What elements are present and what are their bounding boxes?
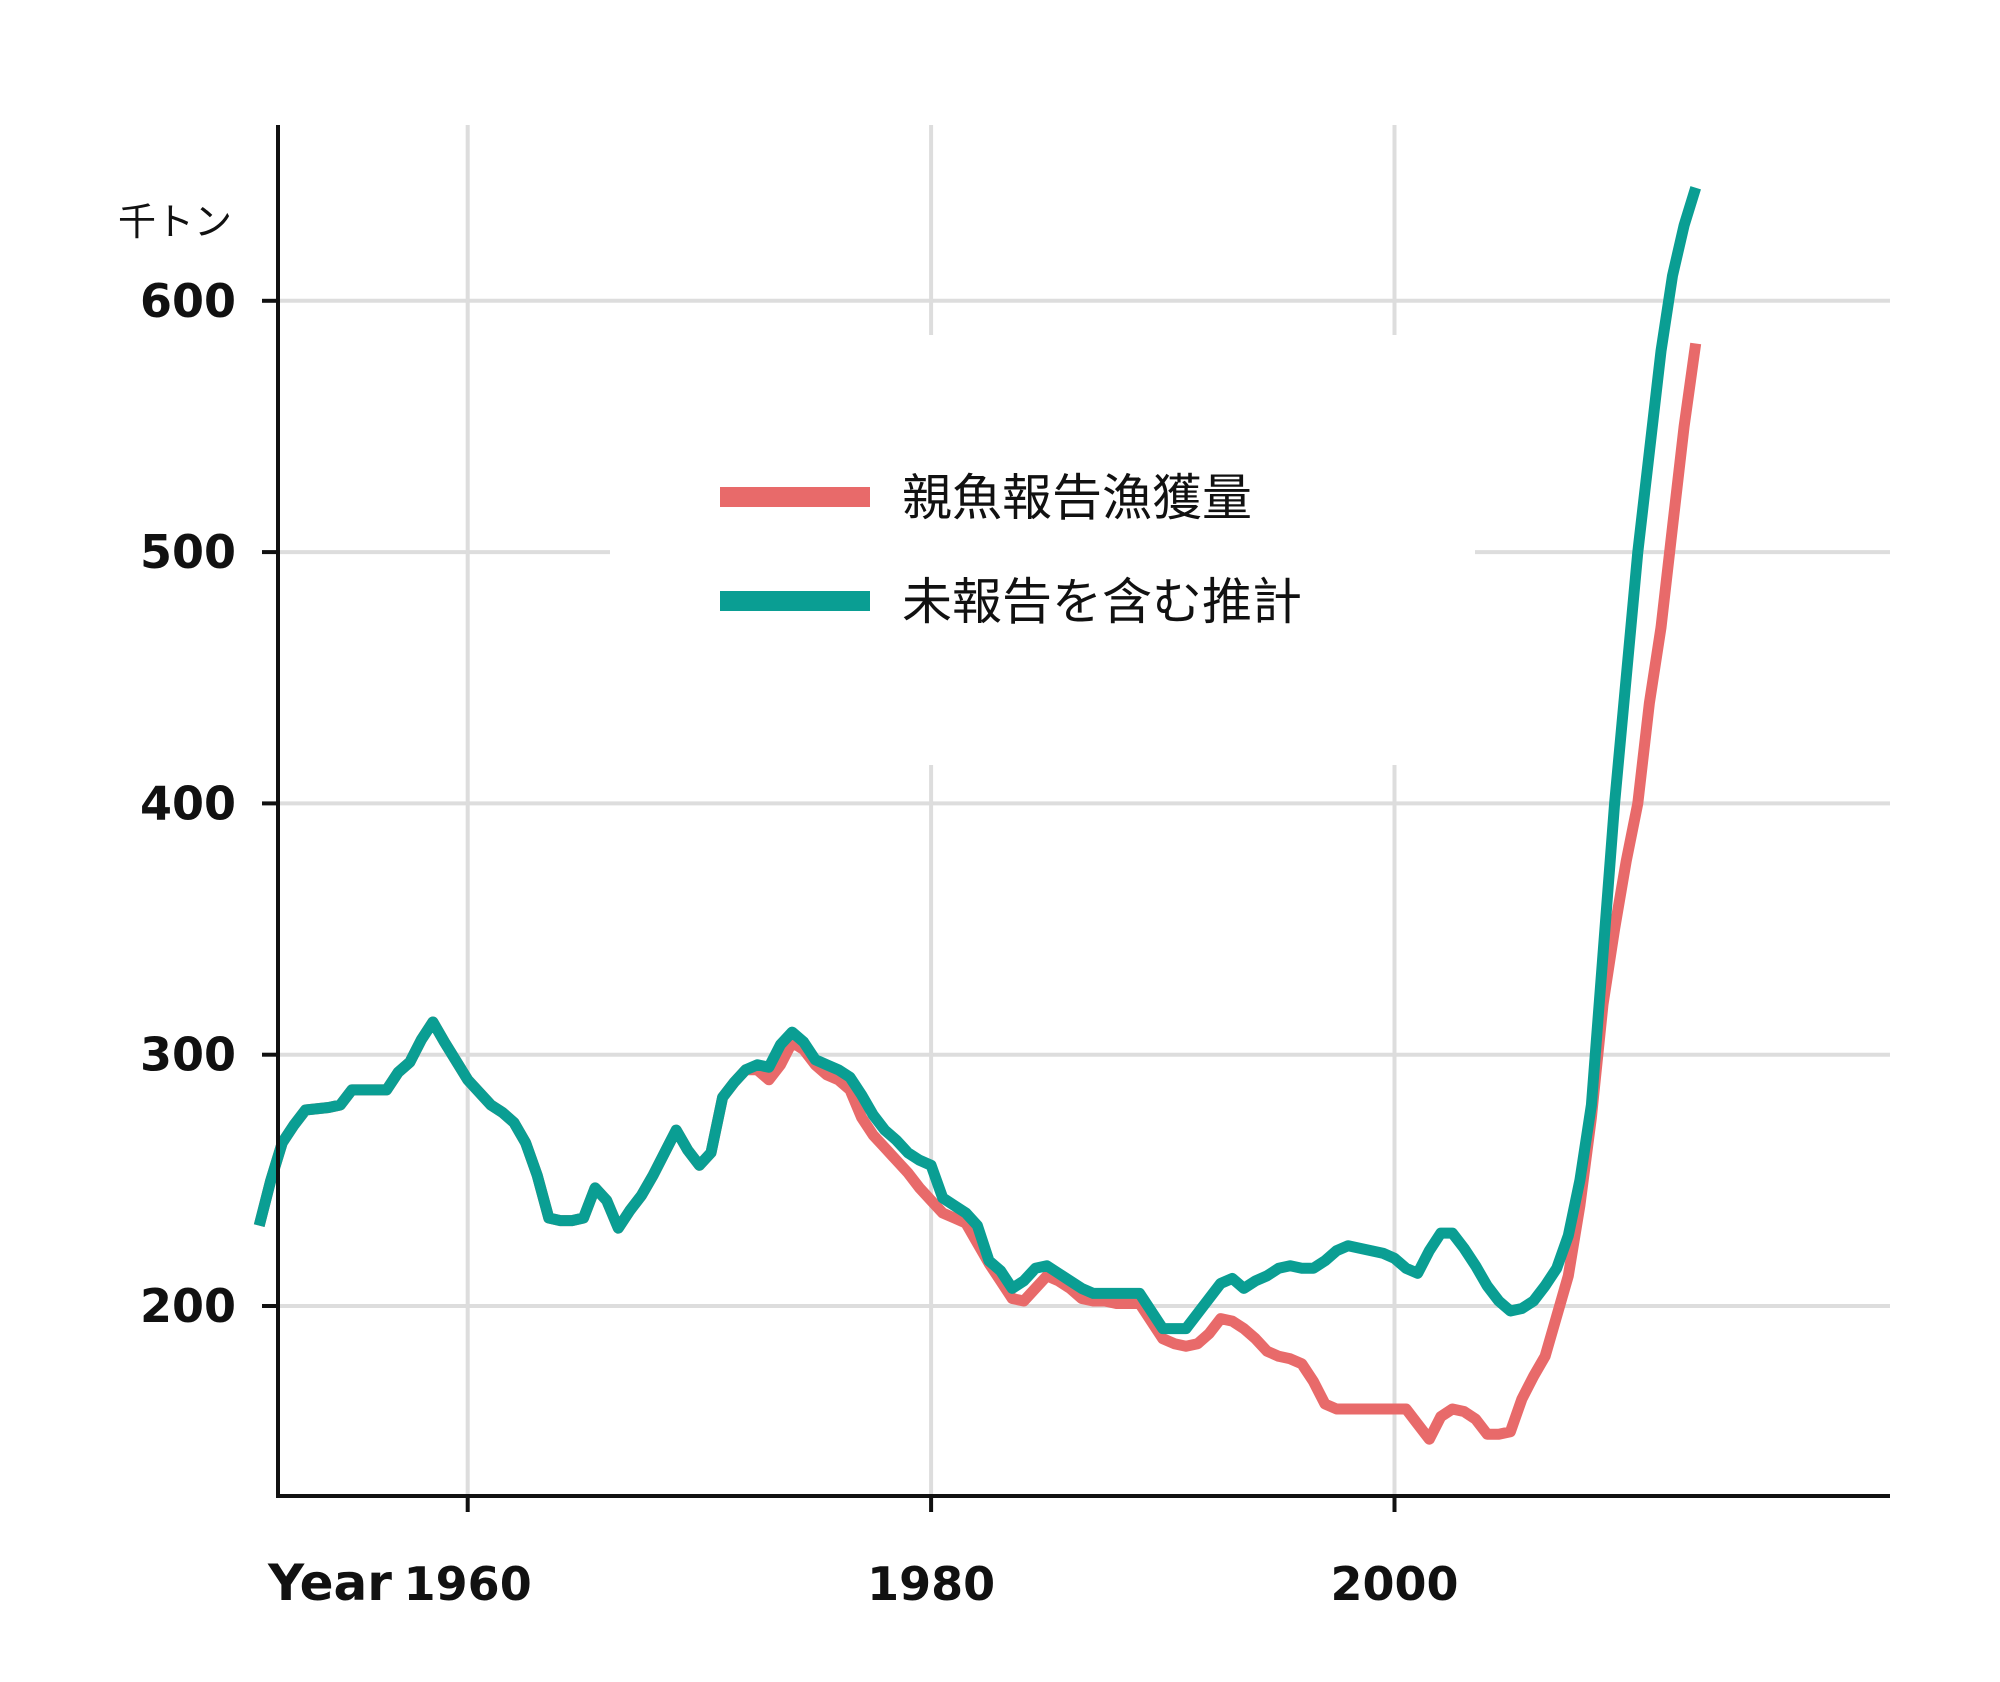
series-lines (253, 186, 1702, 1445)
legend-label-estimated: 未報告を含む推計 (902, 573, 1302, 631)
legend-label-reported: 親魚報告漁獲量 (902, 469, 1252, 527)
legend: 親魚報告漁獲量 未報告を含む推計 (720, 469, 1302, 631)
y-tick-label-600: 600 (140, 274, 236, 328)
y-tick-labels: 200 300 400 500 600 (140, 274, 278, 1333)
y-tick-label-400: 400 (140, 776, 236, 830)
legend-box (610, 335, 1475, 765)
y-tick-label-200: 200 (140, 1279, 236, 1333)
x-axis-title: Year (267, 1554, 392, 1612)
x-tick-labels: 1960 1980 2000 (404, 1496, 1459, 1611)
series-line-1 (253, 186, 1701, 1335)
y-tick-label-500: 500 (140, 525, 236, 579)
unit-label: 千トン (118, 200, 232, 244)
x-tick-label-2000: 2000 (1330, 1557, 1458, 1611)
axes (276, 125, 1890, 1498)
x-tick-label-1980: 1980 (867, 1557, 995, 1611)
legend-background (610, 335, 1475, 765)
x-tick-label-1960: 1960 (404, 1557, 532, 1611)
y-tick-label-300: 300 (140, 1028, 236, 1082)
